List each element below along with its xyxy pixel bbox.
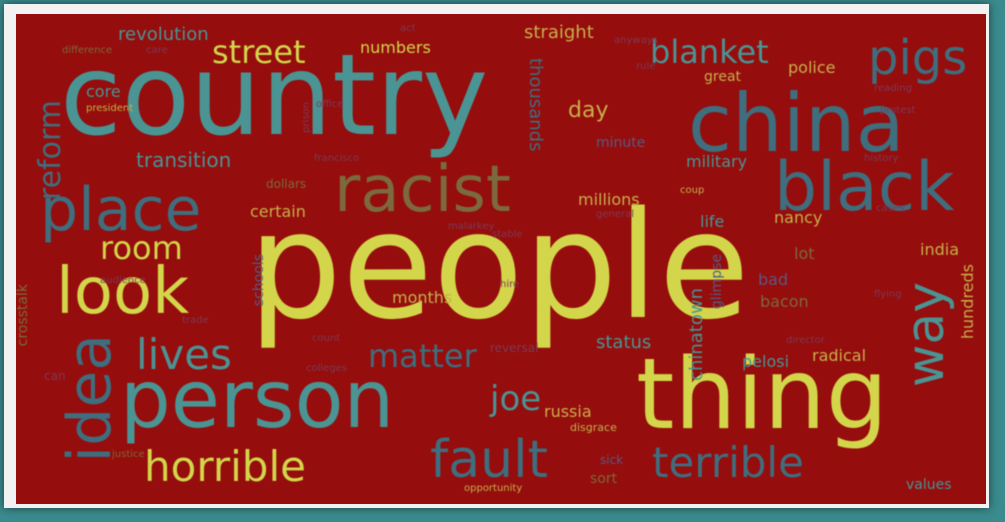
word-terrible: terrible	[652, 438, 804, 487]
word-minute: minute	[596, 135, 646, 151]
word-india: india	[920, 240, 959, 259]
word-care: care	[146, 45, 168, 56]
word-russia: russia	[544, 402, 592, 421]
word-numbers: numbers	[360, 38, 431, 57]
word-history: history	[864, 153, 899, 164]
word-difference: difference	[62, 45, 113, 56]
word-status: status	[596, 332, 652, 353]
word-cases: cases	[876, 203, 905, 214]
word-room: room	[100, 229, 183, 267]
word-thing: thing	[636, 338, 889, 452]
word-great: great	[704, 69, 742, 85]
word-way: way	[896, 282, 956, 388]
word-country: country	[60, 31, 489, 161]
word-reform: reform	[33, 100, 68, 201]
word-schools: schools	[251, 254, 267, 307]
word-trade: trade	[182, 315, 209, 326]
word-military: military	[686, 152, 748, 171]
word-glimpse: glimpse	[709, 254, 725, 310]
word-bad: bad	[758, 270, 789, 289]
word-fault: fault	[430, 430, 548, 490]
word-count: count	[312, 333, 341, 344]
word-racist: racist	[334, 153, 511, 227]
word-justice: justice	[112, 449, 145, 460]
word-blanket: blanket	[650, 33, 769, 71]
word-revolution: revolution	[118, 24, 209, 45]
word-joe: joe	[490, 379, 542, 419]
word-opportunity: opportunity	[464, 483, 523, 494]
word-day: day	[568, 98, 609, 123]
word-lives: lives	[136, 330, 232, 379]
word-protest: protest	[880, 105, 916, 116]
word-stable: stable	[492, 229, 523, 240]
word-flying: flying	[874, 289, 902, 300]
word-black: black	[774, 148, 955, 227]
word-act: act	[400, 23, 416, 34]
word-chinatown: chinatown	[686, 288, 707, 381]
word-director: director	[786, 335, 825, 346]
word-pelosi: pelosi	[742, 352, 790, 371]
word-nancy: nancy	[774, 208, 823, 227]
word-street: street	[212, 33, 306, 71]
word-straight: straight	[524, 22, 594, 43]
word-police: police	[788, 58, 836, 77]
word-radical: radical	[812, 346, 867, 365]
word-months: months	[392, 288, 453, 307]
word-hundreds: hundreds	[958, 264, 977, 340]
wordcloud-canvas: people country thing person china racist…	[16, 14, 986, 504]
word-sort: sort	[590, 471, 618, 487]
word-china: china	[688, 77, 905, 170]
word-can: can	[44, 369, 66, 383]
word-dollars: dollars	[266, 177, 307, 191]
word-general: general	[596, 209, 635, 220]
word-look: look	[56, 255, 190, 329]
word-thousands: thousands	[525, 58, 546, 152]
word-millions: millions	[578, 190, 640, 209]
word-life: life	[700, 212, 725, 231]
word-audience: audience	[100, 275, 146, 286]
word-rule: rule	[636, 61, 656, 72]
word-person: person	[120, 353, 395, 446]
word-prison: prison	[301, 102, 312, 133]
word-bacon: bacon	[760, 292, 809, 311]
word-president: president	[86, 103, 134, 114]
word-place: place	[40, 175, 202, 245]
word-disgrace: disgrace	[570, 421, 617, 434]
word-reversal: reversal	[490, 341, 539, 355]
word-core: core	[86, 82, 121, 101]
word-hire: hire	[500, 279, 520, 290]
word-idea: idea	[55, 334, 125, 463]
word-matter: matter	[368, 337, 477, 375]
word-transition: transition	[136, 148, 232, 172]
word-pigs: pigs	[868, 30, 968, 86]
word-people: people	[248, 180, 750, 352]
word-francisco: francisco	[314, 153, 360, 164]
word-values: values	[906, 477, 952, 493]
word-coup: coup	[680, 185, 705, 196]
word-anyways: anyways	[614, 35, 658, 46]
word-crosstalk: crosstalk	[16, 284, 31, 347]
word-office: office	[316, 99, 344, 110]
word-reading: reading	[874, 83, 912, 94]
word-horrible: horrible	[144, 442, 306, 491]
word-colleges: colleges	[306, 363, 348, 374]
word-certain: certain	[250, 202, 306, 221]
word-malarkey: malarkey	[448, 221, 495, 232]
word-lot: lot	[794, 244, 815, 263]
word-sick: sick	[600, 453, 624, 467]
